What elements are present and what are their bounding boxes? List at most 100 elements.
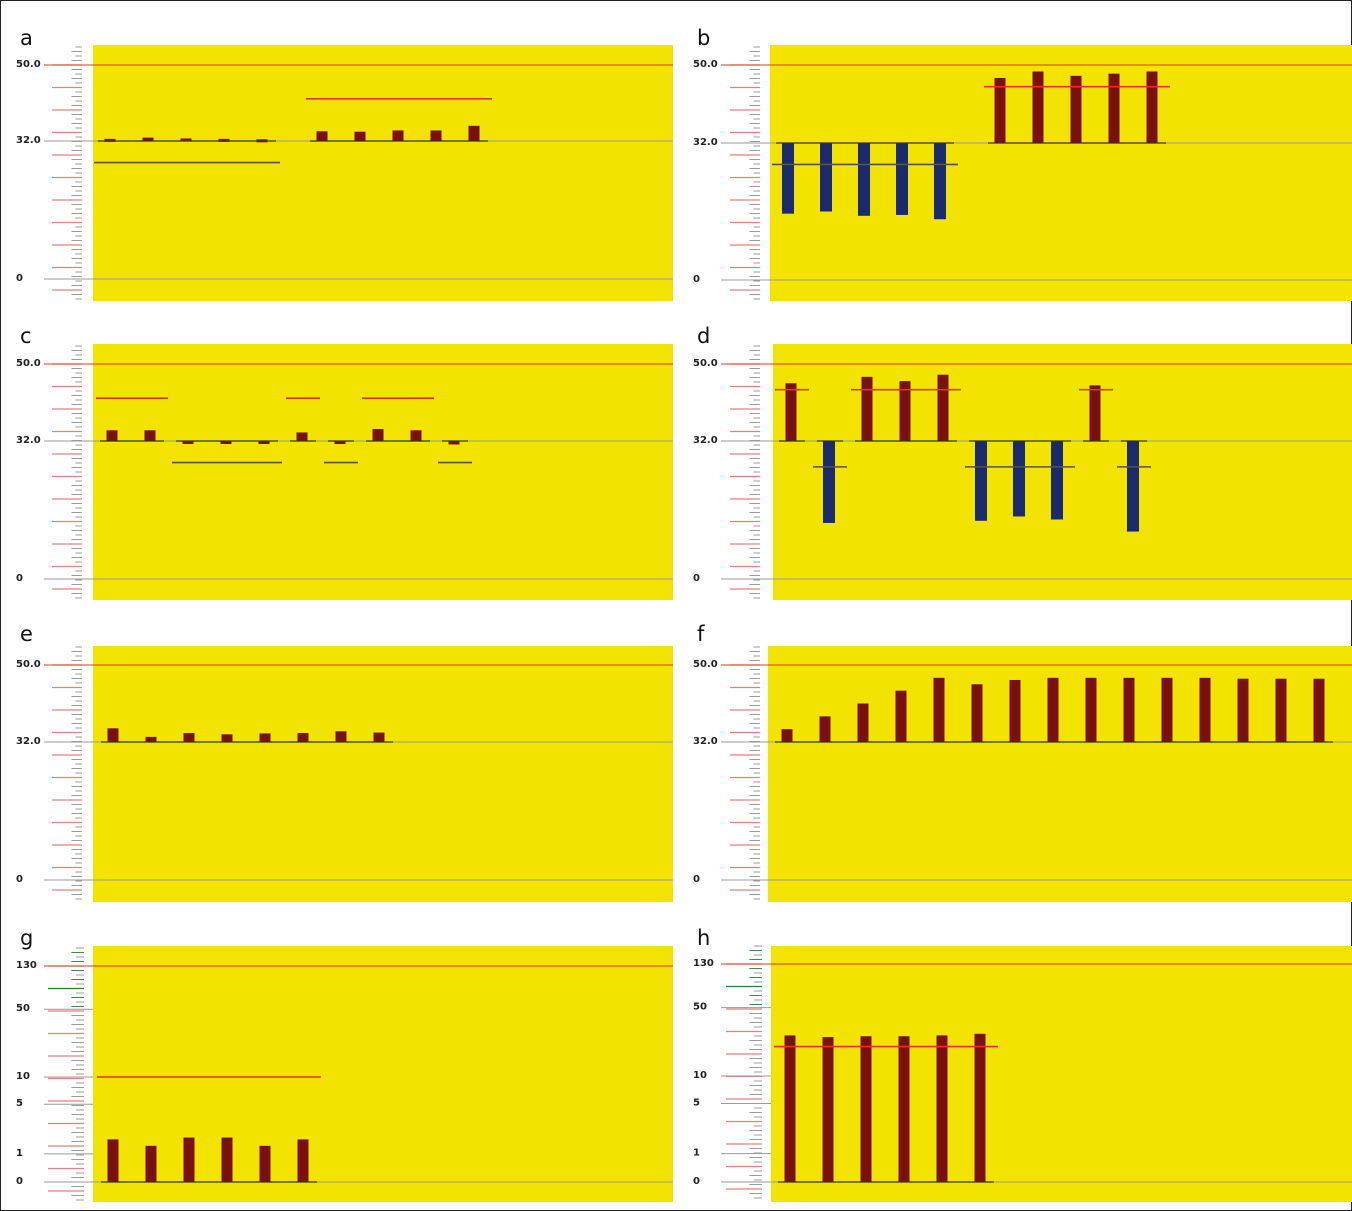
- data-bar: [861, 376, 873, 441]
- y-tick-label: 0: [693, 874, 700, 885]
- data-bar: [819, 716, 831, 742]
- data-bar: [1070, 75, 1082, 143]
- data-bar: [785, 383, 797, 441]
- y-tick-label: 10: [16, 1071, 30, 1082]
- data-bar: [145, 1145, 157, 1182]
- data-bar: [106, 430, 118, 441]
- y-tick-label: 50: [16, 1003, 30, 1014]
- panel-letter: c: [20, 324, 32, 348]
- y-tick-label: 10: [693, 1070, 707, 1081]
- data-bar: [430, 130, 442, 141]
- data-bar: [1047, 677, 1059, 742]
- data-bar: [259, 733, 271, 742]
- y-tick-label: 50.0: [16, 659, 41, 670]
- data-bar: [448, 441, 460, 445]
- data-bar: [296, 432, 308, 441]
- data-bar: [372, 429, 384, 441]
- data-bar: [297, 733, 309, 742]
- data-bar: [180, 138, 192, 142]
- data-bar: [221, 734, 233, 742]
- data-bar: [334, 441, 346, 445]
- data-bar: [1161, 677, 1173, 742]
- data-bar: [994, 78, 1006, 143]
- plot-area: [771, 946, 1352, 1202]
- y-scale-ticks: [726, 945, 762, 1199]
- chart-panel-d: d 50.0 32.0 0: [693, 324, 1352, 600]
- data-bar: [898, 1036, 910, 1182]
- data-bar: [933, 677, 945, 742]
- y-tick-label: 0: [16, 573, 23, 584]
- y-tick-label: 32.0: [693, 736, 718, 747]
- panel-letter: d: [697, 324, 710, 348]
- y-scale-ticks: [52, 345, 82, 599]
- chart-panel-a: a 50.0 32.0 0: [16, 26, 673, 301]
- y-tick-label: 32.0: [16, 435, 41, 446]
- data-bar: [857, 703, 869, 742]
- y-tick-label: 0: [16, 1176, 23, 1187]
- data-bar: [373, 732, 385, 742]
- data-bar: [107, 1139, 119, 1182]
- y-scale-ticks: [730, 46, 760, 300]
- data-bar: [899, 381, 911, 441]
- y-tick-label: 0: [693, 1176, 700, 1187]
- panel-letter: g: [20, 926, 33, 950]
- chart-panel-c: c 50.0 32.0 0: [16, 324, 673, 600]
- data-bar: [297, 1139, 309, 1182]
- plot-area: [93, 344, 673, 600]
- chart-panel-e: e 50.0 32.0 0: [16, 622, 673, 902]
- panel-letter: e: [20, 622, 33, 646]
- data-bar: [145, 736, 157, 742]
- panel-letter: f: [697, 622, 705, 646]
- y-tick-label: 0: [693, 573, 700, 584]
- data-bar: [937, 374, 949, 441]
- data-bar: [144, 430, 156, 441]
- y-tick-label: 0: [693, 274, 700, 285]
- plot-area: [770, 45, 1352, 301]
- data-bar: [259, 1145, 271, 1182]
- data-bar: [823, 441, 835, 523]
- data-bar: [1013, 441, 1025, 517]
- y-scale-ticks: [52, 46, 82, 300]
- data-bar: [142, 137, 154, 141]
- y-scale-ticks: [730, 646, 760, 900]
- data-bar: [1146, 71, 1158, 143]
- panel-letter: b: [697, 26, 710, 50]
- data-bar: [335, 731, 347, 742]
- data-bar: [971, 684, 983, 742]
- data-bar: [258, 441, 270, 444]
- y-scale-ticks: [52, 646, 82, 900]
- data-bar: [784, 1035, 796, 1182]
- data-bar: [218, 138, 230, 142]
- data-bar: [220, 441, 232, 444]
- y-tick-label: 1: [16, 1148, 23, 1159]
- data-bar: [1127, 441, 1139, 532]
- data-bar: [1089, 385, 1101, 441]
- y-tick-label: 1: [693, 1148, 700, 1159]
- data-bar: [1009, 679, 1021, 742]
- data-bar: [934, 143, 946, 220]
- panel-letter: a: [20, 26, 33, 50]
- data-bar: [316, 131, 328, 141]
- data-bar: [104, 138, 116, 142]
- y-tick-label: 50.0: [16, 358, 41, 369]
- chart-panel-b: b 50.0 32.0 0: [693, 26, 1352, 301]
- y-tick-label: 50.0: [16, 59, 41, 70]
- data-bar: [183, 733, 195, 742]
- data-bar: [975, 441, 987, 521]
- data-bar: [781, 729, 793, 742]
- y-tick-label: 0: [16, 874, 23, 885]
- data-bar: [858, 143, 870, 216]
- y-tick-label: 130: [16, 960, 37, 971]
- plot-area: [93, 45, 673, 301]
- data-bar: [1032, 71, 1044, 143]
- y-tick-label: 32.0: [693, 435, 718, 446]
- data-bar: [410, 430, 422, 441]
- data-bar: [107, 728, 119, 742]
- data-bar: [1085, 677, 1097, 742]
- data-bar: [782, 143, 794, 214]
- data-bar: [1275, 678, 1287, 742]
- data-bar: [860, 1036, 872, 1182]
- data-bar: [1123, 677, 1135, 742]
- data-bar: [1237, 678, 1249, 742]
